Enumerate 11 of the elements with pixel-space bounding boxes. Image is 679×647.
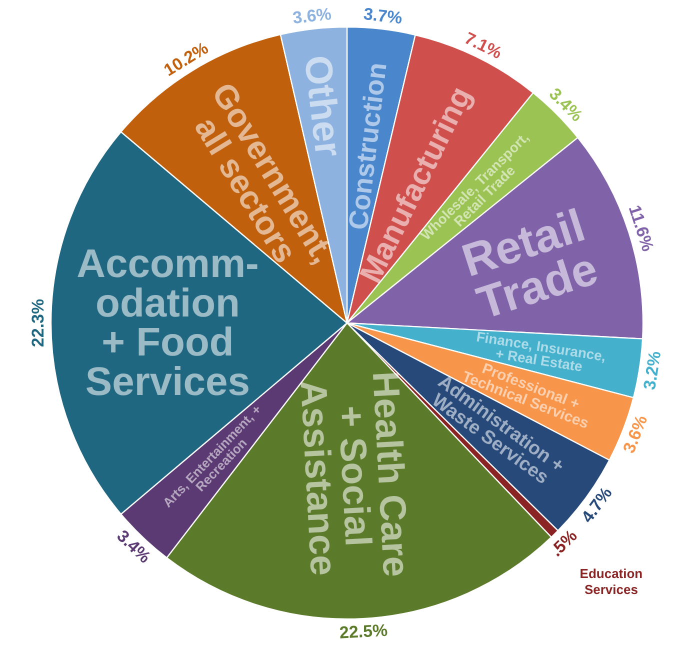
data-label: 22.3% xyxy=(28,298,48,348)
data-label: 11.6% xyxy=(624,202,658,254)
slice-label: Health Care + Social Assistance xyxy=(293,370,418,578)
data-label: 3.7% xyxy=(362,4,404,28)
data-label: .5% xyxy=(546,526,581,560)
slice-label: Education Services xyxy=(580,566,643,598)
data-label: 3.6% xyxy=(619,412,652,456)
data-label: 3.6% xyxy=(292,4,332,28)
data-label: 22.5% xyxy=(338,620,388,642)
data-label: 7.1% xyxy=(462,28,505,63)
data-label: 3.2% xyxy=(640,350,665,392)
